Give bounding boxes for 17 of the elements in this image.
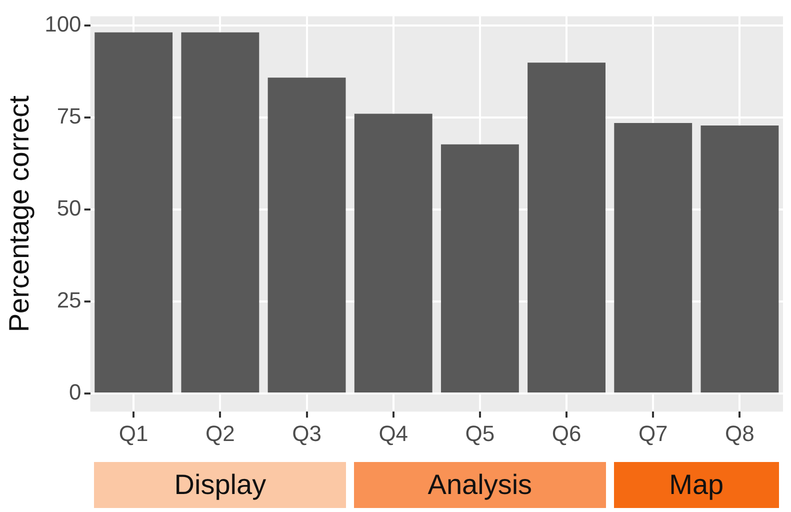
x-tick-label: Q2 [206, 420, 235, 446]
y-tick-label: 25 [56, 288, 82, 313]
y-axis-title: Percentage correct [4, 95, 35, 332]
x-tick-label: Q6 [552, 420, 582, 446]
x-tick-label: Q4 [378, 420, 408, 446]
y-tick-label: 75 [56, 104, 82, 129]
y-tick-label: 50 [56, 196, 82, 221]
y-tick-label: 0 [69, 380, 82, 405]
text: Display [94, 462, 346, 508]
x-tick-label: Q7 [638, 420, 668, 446]
x-tick-label: Q5 [465, 420, 495, 446]
text: Map [614, 462, 779, 508]
text: Analysis [354, 462, 606, 508]
x-tick-label: Q3 [292, 420, 322, 446]
x-tick-label: Q1 [118, 420, 148, 446]
y-tick-label: 100 [44, 11, 82, 36]
x-tick-label: Q8 [725, 420, 754, 446]
